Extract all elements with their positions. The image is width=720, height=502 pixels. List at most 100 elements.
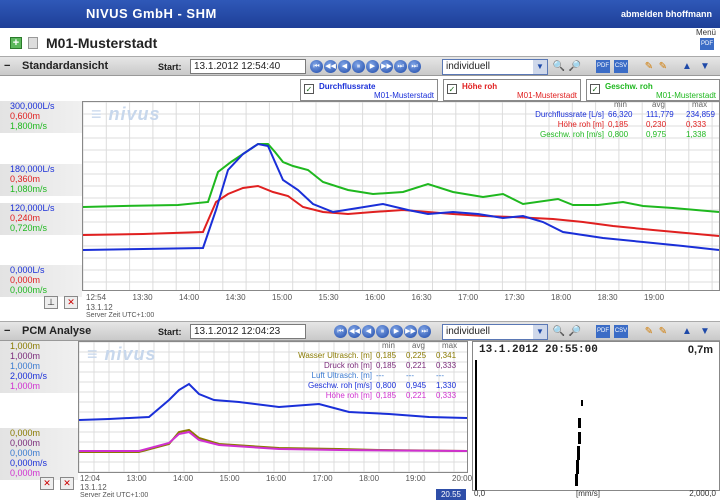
profile-segment — [581, 400, 583, 406]
profile-segment — [577, 446, 580, 460]
rewind-icon[interactable]: ◀◀ — [324, 60, 337, 73]
move-up-icon[interactable]: ▲ — [682, 61, 692, 72]
move-down-icon[interactable]: ▼ — [700, 326, 710, 337]
first-icon[interactable]: ⏮ — [310, 60, 323, 73]
stats-label: Geschw. roh [m/s] — [307, 381, 372, 390]
cursor-icon[interactable]: ⊥ — [44, 296, 58, 309]
export-pdf-icon[interactable]: PDF — [596, 325, 610, 338]
stats-label: Druck roh [m] — [323, 361, 372, 370]
export-csv-icon[interactable]: CSV — [614, 325, 628, 338]
stats-max: 234,859 — [686, 110, 715, 119]
detail-axis-max: 2,000,0 — [689, 489, 716, 498]
back-icon[interactable]: ◀ — [338, 60, 351, 73]
fast-forward-icon[interactable]: ▶▶ — [380, 60, 393, 73]
export-csv-icon[interactable]: CSV — [614, 60, 628, 73]
x-tick-label: 20:00 — [452, 474, 473, 483]
annotate-icon[interactable]: ✎ — [658, 326, 668, 337]
add-icon[interactable]: + — [10, 37, 22, 49]
rewind-icon[interactable]: ◀◀ — [348, 325, 361, 338]
stats-label: Wasser Ultrasch. [m] — [298, 351, 372, 360]
checkbox-icon[interactable]: ✓ — [304, 84, 314, 94]
stats-min: 0,185 — [376, 361, 397, 370]
zoom-in-icon[interactable]: 🔍 — [552, 61, 566, 72]
section-title: Standardansicht — [22, 60, 109, 72]
page-bar: + M01-Musterstadt PDF — [0, 32, 720, 54]
zoom-in-icon[interactable]: 🔍 — [552, 326, 566, 337]
collapse-icon[interactable]: − — [4, 60, 11, 72]
zoom-out-icon[interactable]: 🔎 — [568, 61, 582, 72]
pause-icon[interactable]: ⏸ — [376, 325, 389, 338]
pause-icon[interactable]: ⏸ — [352, 60, 365, 73]
stats-label: Durchflussrate [L/s] — [535, 110, 604, 119]
legend-durchflussrate[interactable]: ✓ Durchflussrate M01-Musterstadt — [300, 79, 438, 101]
fast-forward-icon[interactable]: ▶▶ — [404, 325, 417, 338]
start-date-input[interactable]: 13.1.2012 12:54:40 — [190, 59, 306, 74]
edit-icon[interactable]: ✎ — [644, 61, 654, 72]
y-label: 0,240m — [10, 213, 41, 223]
annotate-icon[interactable]: ✎ — [658, 61, 668, 72]
range-select[interactable]: individuell ▼ — [442, 59, 548, 75]
move-down-icon[interactable]: ▼ — [700, 61, 710, 72]
x-tick-label: 19:00 — [644, 293, 665, 302]
stats-min: 0,800 — [608, 130, 629, 139]
edit-icon[interactable]: ✎ — [644, 326, 654, 337]
nav-buttons: ⏮ ◀◀ ◀ ⏸ ▶ ▶▶ ⏭ ⏭ — [310, 60, 421, 74]
lower-chart[interactable]: ≡ nivus — [78, 341, 468, 473]
x-tick-label: 17:00 — [312, 474, 333, 483]
checkbox-icon[interactable]: ✓ — [447, 84, 457, 94]
zoom-out-icon[interactable]: 🔎 — [568, 326, 582, 337]
upper-stats: min avg max Durchflussrate [L/s] 66,320 11… — [478, 100, 720, 140]
x-tick-label: 12:04 — [80, 474, 101, 483]
checkbox-icon[interactable]: ✓ — [590, 84, 600, 94]
section-title: PCM Analyse — [22, 325, 92, 337]
y-label: 0,360m — [10, 174, 41, 184]
range-select[interactable]: individuell ▼ — [442, 324, 548, 340]
first-icon[interactable]: ⏮ — [334, 325, 347, 338]
legend-site: M01-Musterstadt — [655, 91, 716, 100]
y-label: 0,000m — [10, 428, 41, 438]
end-icon[interactable]: ⏭ — [408, 60, 421, 73]
y-label: 1,000m — [10, 351, 41, 361]
last-icon[interactable]: ⏭ — [394, 60, 407, 73]
section-standardansicht: − Standardansicht Start: 13.1.2012 12:54… — [0, 56, 720, 76]
stats-row: Durchflussrate [L/s] 66,320 111,779 234,859 — [478, 110, 720, 120]
forward-icon[interactable]: ▶ — [366, 60, 379, 73]
reset-icon[interactable]: ✕ — [64, 296, 78, 309]
last-icon[interactable]: ⏭ — [418, 325, 431, 338]
stats-min: 0,185 — [376, 391, 397, 400]
stats-label: Höhe roh [m] — [557, 120, 604, 129]
x-tick-label: 16:30 — [411, 293, 432, 302]
document-icon[interactable] — [28, 37, 38, 49]
lower-y-labels-bottom: 0,000m 0,000m 0,000m 0,000m/s 0,000m — [0, 428, 78, 480]
x-tick-label: 18:00 — [359, 474, 380, 483]
y-label: 180,000L/s — [10, 164, 55, 174]
legend-geschw-roh[interactable]: ✓ Geschw. roh M01-Musterstadt — [586, 79, 720, 101]
collapse-icon[interactable]: − — [4, 325, 11, 337]
brand-title: NIVUS GmbH - SHM — [86, 6, 217, 21]
pdf-icon[interactable]: PDF — [700, 38, 714, 50]
move-up-icon[interactable]: ▲ — [682, 326, 692, 337]
x-tick-label: 17:30 — [504, 293, 525, 302]
x-tick-label: 16:00 — [266, 474, 287, 483]
back-icon[interactable]: ◀ — [362, 325, 375, 338]
upper-chart[interactable]: ≡ nivus — [82, 101, 720, 291]
logout-link[interactable]: abmelden bhoffmann — [620, 9, 712, 19]
stats-avg: 0,230 — [646, 120, 667, 129]
reset-icon[interactable]: ✕ — [40, 477, 54, 490]
top-banner: NIVUS GmbH - SHM abmelden bhoffmann — [0, 0, 720, 28]
forward-icon[interactable]: ▶ — [390, 325, 403, 338]
start-date-input[interactable]: 13.1.2012 12:04:23 — [190, 324, 306, 339]
menu-link[interactable]: Menü — [695, 28, 716, 37]
export-pdf-icon[interactable]: PDF — [596, 60, 610, 73]
y-label: 120,000L/s — [10, 203, 55, 213]
y-label: 0,720m/s — [10, 223, 48, 233]
legend-name: Geschw. roh — [605, 82, 653, 91]
start-label: Start: — [158, 62, 182, 72]
server-time: Server Zeit UTC+1:00 — [86, 312, 155, 319]
stats-max: 1,338 — [686, 130, 707, 139]
detail-axis: 0,0 [mm/s] 2,000,0 — [472, 489, 720, 501]
x-tick-label: 18:30 — [597, 293, 618, 302]
x-tick-label: 17:00 — [458, 293, 479, 302]
reset-icon[interactable]: ✕ — [60, 477, 74, 490]
legend-hoehe-roh[interactable]: ✓ Höhe roh M01-Musterstadt — [443, 79, 581, 101]
